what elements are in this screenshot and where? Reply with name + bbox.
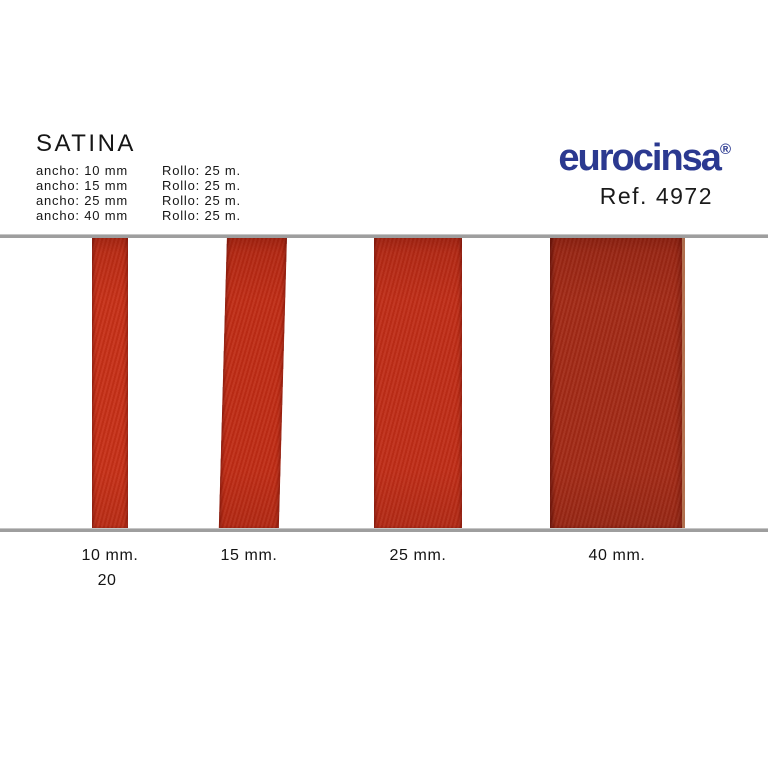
top-rail-line [0,234,768,238]
registered-trademark-icon: ® [719,141,731,158]
spec-row: ancho: 40 mm Rollo: 25 m. [36,208,241,223]
brand-logo: eurocinsa® [558,128,731,180]
ribbon-sample-10mm [92,235,128,529]
size-label-25mm: 25 mm. [389,547,447,564]
spec-width: ancho: 25 mm [36,193,128,208]
ribbon-sample-15mm [218,235,287,529]
product-title: SATINA [36,130,136,157]
spec-roll: Rollo: 25 m. [162,163,241,178]
bottom-rail-line [0,528,768,532]
spec-roll: Rollo: 25 m. [162,208,241,223]
spec-roll: Rollo: 25 m. [162,193,241,208]
size-label-40mm: 40 mm. [588,547,646,564]
ribbon-sample-25mm [374,235,462,529]
size-label-10mm: 10 mm. [81,547,139,564]
brand-logo-text: eurocinsa [558,137,722,179]
ribbon-sample-40mm [550,235,685,529]
spec-width: ancho: 15 mm [36,178,128,193]
spec-roll: Rollo: 25 m. [162,178,241,193]
spec-table: ancho: 10 mm Rollo: 25 m. ancho: 15 mm R… [36,163,241,223]
spec-width: ancho: 40 mm [36,208,128,223]
reference-number: Ref. 4972 [599,183,713,209]
brand-block: eurocinsa® Ref. 4972 [558,128,731,210]
spec-row: ancho: 15 mm Rollo: 25 m. [36,178,241,193]
spec-width: ancho: 10 mm [36,163,128,178]
product-header: SATINA ancho: 10 mm Rollo: 25 m. ancho: … [36,130,241,223]
spec-row: ancho: 10 mm Rollo: 25 m. [36,163,241,178]
spec-row: ancho: 25 mm Rollo: 25 m. [36,193,241,208]
page-number: 20 [97,572,117,589]
size-label-15mm: 15 mm. [220,547,278,564]
